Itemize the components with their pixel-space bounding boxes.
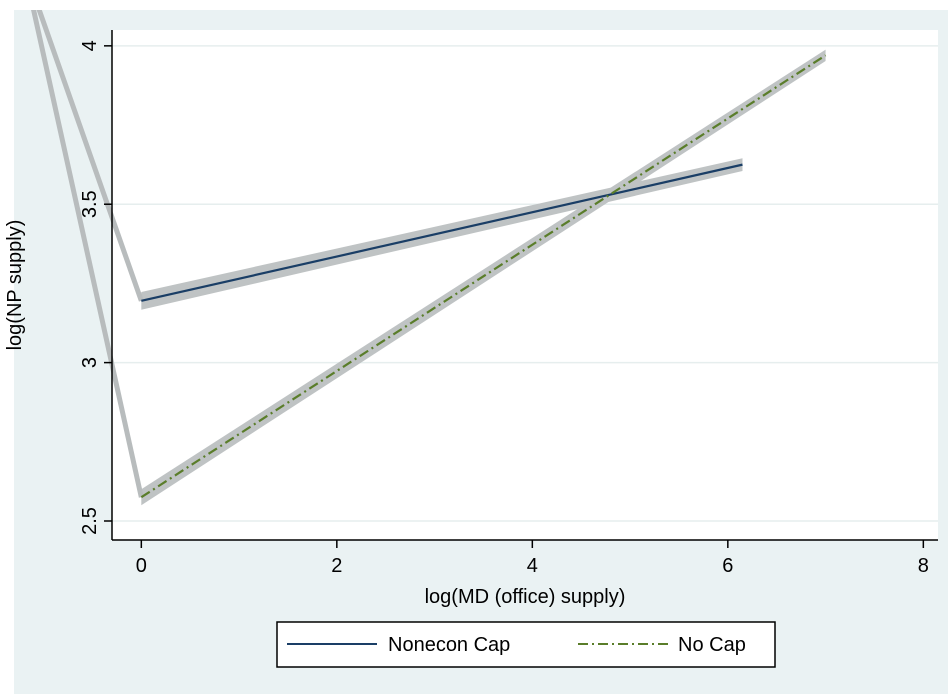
legend: Nonecon Cap No Cap	[276, 621, 776, 668]
gridlines	[112, 45, 938, 522]
band-artifact	[31, 10, 144, 498]
y-tick-label: 2.5	[79, 507, 101, 535]
x-axis-title: log(MD (office) supply)	[425, 586, 626, 608]
y-tick-label: 4	[79, 40, 101, 51]
x-tick-label: 8	[918, 555, 929, 577]
plot-area	[112, 30, 938, 540]
y-tick-label: 3.5	[79, 190, 101, 218]
y-tick-label: 3	[79, 357, 101, 368]
axes: 0 2 4 6 8 2.5 3 3.5 4	[79, 30, 938, 577]
band-artifact	[36, 10, 144, 302]
y-axis-title: log(NP supply)	[4, 220, 26, 351]
series-line-nonecon-cap	[141, 163, 743, 302]
x-tick-label: 2	[331, 555, 342, 577]
band-artifacts	[31, 10, 144, 498]
x-tick-label: 0	[136, 555, 147, 577]
x-tick-label: 4	[527, 555, 538, 577]
legend-label-no-cap: No Cap	[678, 634, 746, 656]
series-lines	[140, 54, 827, 499]
series-line-no-cap	[140, 54, 827, 499]
x-tick-label: 6	[722, 555, 733, 577]
ci-band-nonecon-cap	[141, 158, 743, 310]
legend-label-nonecon-cap: Nonecon Cap	[388, 634, 510, 656]
